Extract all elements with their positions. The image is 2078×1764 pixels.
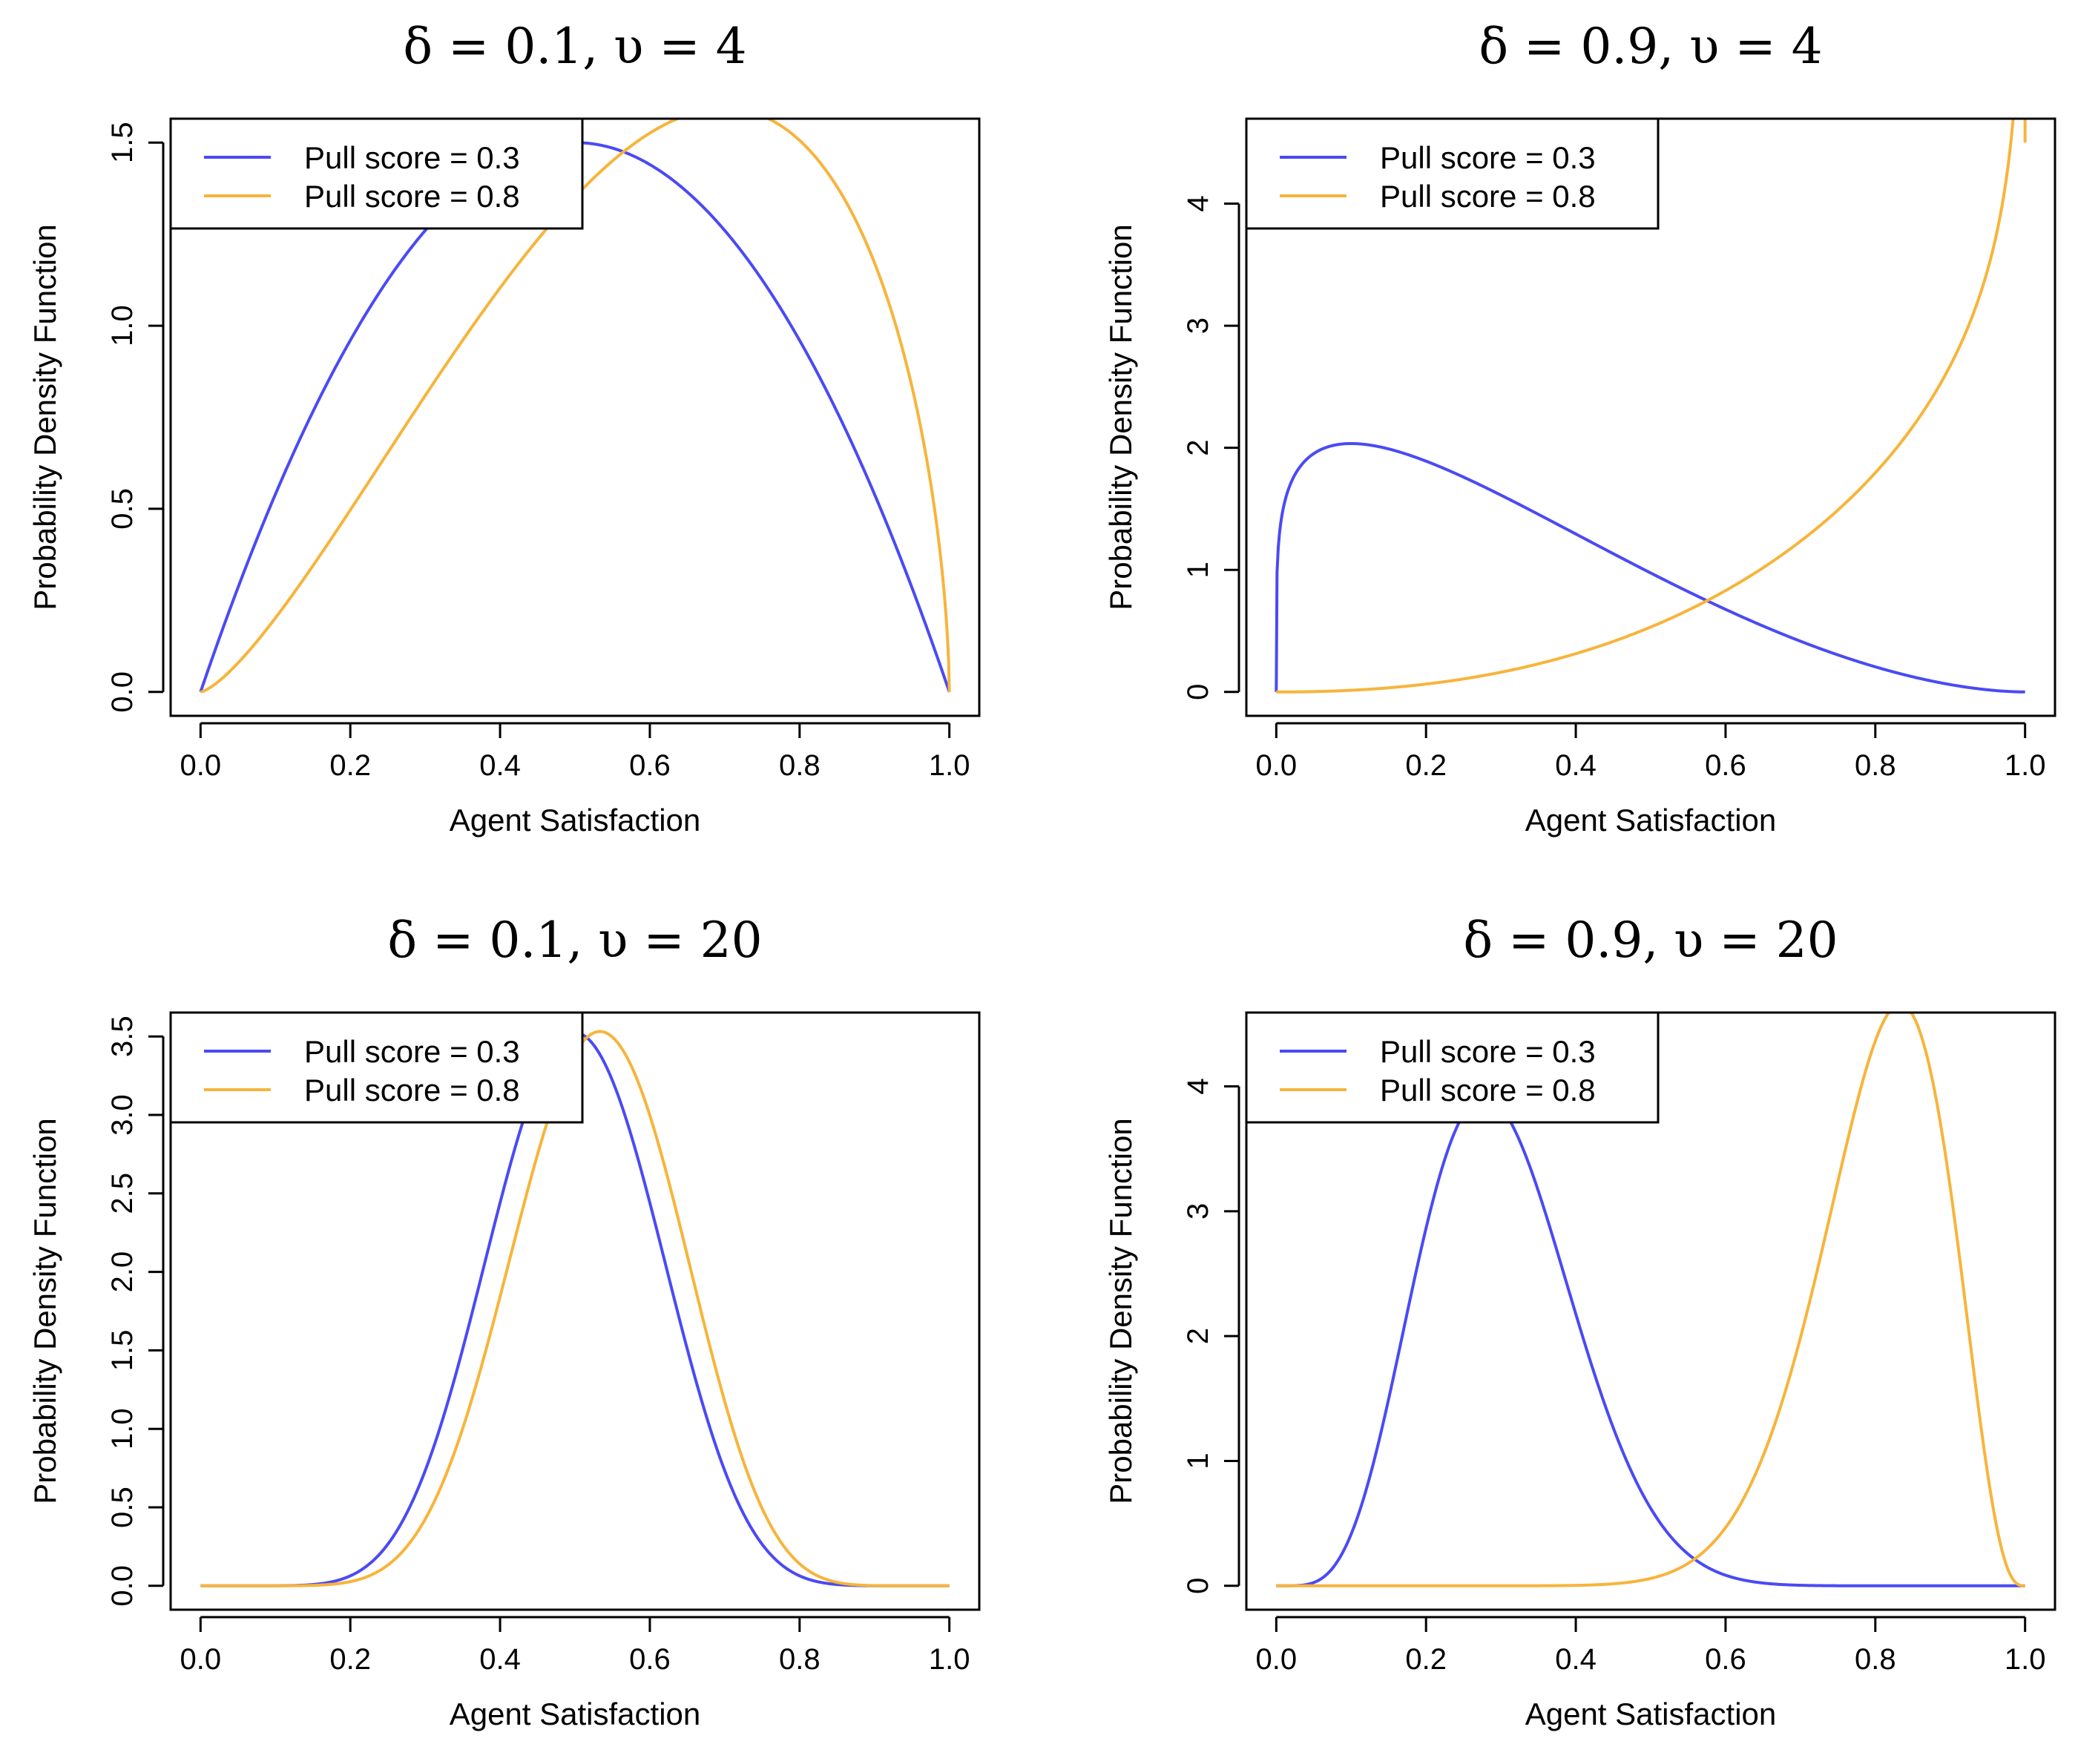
y-tick-label: 3.0 xyxy=(106,1094,139,1136)
chart-title: δ = 0.9, υ = 4 xyxy=(1479,18,1822,75)
x-tick-label: 0.0 xyxy=(1256,1643,1298,1676)
chart-panel-1: δ = 0.1, υ = 4 0.0 0.2 0.4 0.6 0.8 1.0 Agent Sa… xyxy=(27,18,981,837)
legend-label-1: Pull score = 0.3 xyxy=(304,140,520,175)
legend-label-1: Pull score = 0.3 xyxy=(304,1034,520,1069)
legend: Pull score = 0.3 Pull score = 0.8 xyxy=(169,1011,584,1124)
x-tick-label: 0.8 xyxy=(779,1643,821,1676)
x-tick-label: 0.2 xyxy=(329,1643,371,1676)
y-tick-label: 1 xyxy=(1182,562,1214,578)
y-tick-label: 1.5 xyxy=(106,122,139,163)
y-tick-label: 1.5 xyxy=(106,1330,139,1372)
x-tick-label: 1.0 xyxy=(929,1643,970,1676)
series-line-2 xyxy=(1275,119,2027,694)
y-tick-label: 4 xyxy=(1182,195,1214,211)
x-tick-label: 0.2 xyxy=(1405,749,1447,782)
x-tick-label: 0.8 xyxy=(1855,749,1896,782)
y-tick-label: 4 xyxy=(1182,1078,1214,1094)
chart-title: δ = 0.9, υ = 20 xyxy=(1463,912,1838,969)
y-tick-label: 0 xyxy=(1182,1578,1214,1594)
y-tick-label: 2.5 xyxy=(106,1173,139,1214)
y-tick-label: 0.0 xyxy=(106,1565,139,1607)
y-tick-label: 0 xyxy=(1182,684,1214,700)
y-tick-label: 3 xyxy=(1182,317,1214,334)
legend-label-2: Pull score = 0.8 xyxy=(304,179,520,214)
legend-label-2: Pull score = 0.8 xyxy=(1380,179,1596,214)
series-line-1 xyxy=(1275,441,2026,694)
y-tick-label: 0.0 xyxy=(106,671,139,713)
x-axis-label: Agent Satisfaction xyxy=(1525,803,1777,837)
y-tick-label: 0.5 xyxy=(106,1487,139,1528)
x-tick-label: 0.0 xyxy=(180,749,222,782)
y-axis-label: Probability Density Function xyxy=(1103,1118,1138,1504)
legend: Pull score = 0.3 Pull score = 0.8 xyxy=(1245,117,1660,230)
y-tick-label: 3 xyxy=(1182,1203,1214,1220)
x-tick-label: 0.2 xyxy=(1405,1643,1447,1676)
series-line-1 xyxy=(1275,1095,2026,1587)
x-tick-label: 0.6 xyxy=(1705,749,1746,782)
chart-title: δ = 0.1, υ = 20 xyxy=(387,912,762,969)
x-tick-label: 0.6 xyxy=(629,1643,671,1676)
x-tick-label: 1.0 xyxy=(929,749,970,782)
y-axis-label: Probability Density Function xyxy=(1103,224,1138,611)
x-axis-label: Agent Satisfaction xyxy=(450,1696,701,1731)
y-tick-label: 1.0 xyxy=(106,305,139,346)
x-tick-label: 0.0 xyxy=(1256,749,1298,782)
legend: Pull score = 0.3 Pull score = 0.8 xyxy=(1245,1011,1660,1124)
x-tick-label: 1.0 xyxy=(2005,1643,2046,1676)
legend: Pull score = 0.3 Pull score = 0.8 xyxy=(169,117,584,230)
x-tick-label: 0.4 xyxy=(479,749,521,782)
y-tick-label: 1 xyxy=(1182,1452,1214,1469)
y-tick-label: 2.0 xyxy=(106,1251,139,1293)
chart-panel-4: δ = 0.9, υ = 20 0.0 0.2 0.4 0.6 0.8 1.0 Agent S… xyxy=(1103,912,2056,1731)
x-axis-label: Agent Satisfaction xyxy=(1525,1696,1777,1731)
x-tick-label: 0.4 xyxy=(1555,1643,1597,1676)
y-tick-label: 2 xyxy=(1182,440,1214,456)
y-tick-label: 0.5 xyxy=(106,488,139,530)
chart-title: δ = 0.1, υ = 4 xyxy=(403,18,746,75)
x-tick-label: 0.8 xyxy=(1855,1643,1896,1676)
x-tick-label: 0.4 xyxy=(479,1643,521,1676)
x-tick-label: 0.6 xyxy=(629,749,671,782)
y-tick-label: 3.5 xyxy=(106,1016,139,1057)
legend-label-2: Pull score = 0.8 xyxy=(304,1073,520,1108)
y-tick-label: 2 xyxy=(1182,1328,1214,1344)
legend-label-2: Pull score = 0.8 xyxy=(1380,1073,1596,1108)
y-tick-label: 1.0 xyxy=(106,1408,139,1449)
x-tick-label: 1.0 xyxy=(2005,749,2046,782)
series-line-2 xyxy=(1275,1013,2026,1587)
y-axis-label: Probability Density Function xyxy=(27,224,62,611)
x-tick-label: 0.8 xyxy=(779,749,821,782)
x-tick-label: 0.0 xyxy=(180,1643,222,1676)
x-tick-label: 0.2 xyxy=(329,749,371,782)
legend-label-1: Pull score = 0.3 xyxy=(1380,1034,1596,1069)
legend-label-1: Pull score = 0.3 xyxy=(1380,140,1596,175)
chart-panel-3: δ = 0.1, υ = 20 0.0 0.2 0.4 0.6 0.8 1.0 Agent S… xyxy=(27,912,981,1731)
x-axis-label: Agent Satisfaction xyxy=(450,803,701,837)
x-tick-label: 0.4 xyxy=(1555,749,1597,782)
x-tick-label: 0.6 xyxy=(1705,1643,1746,1676)
chart-panel-2: δ = 0.9, υ = 4 0.0 0.2 0.4 0.6 0.8 1.0 Agent Sa… xyxy=(1103,18,2056,837)
y-axis-label: Probability Density Function xyxy=(27,1118,62,1504)
